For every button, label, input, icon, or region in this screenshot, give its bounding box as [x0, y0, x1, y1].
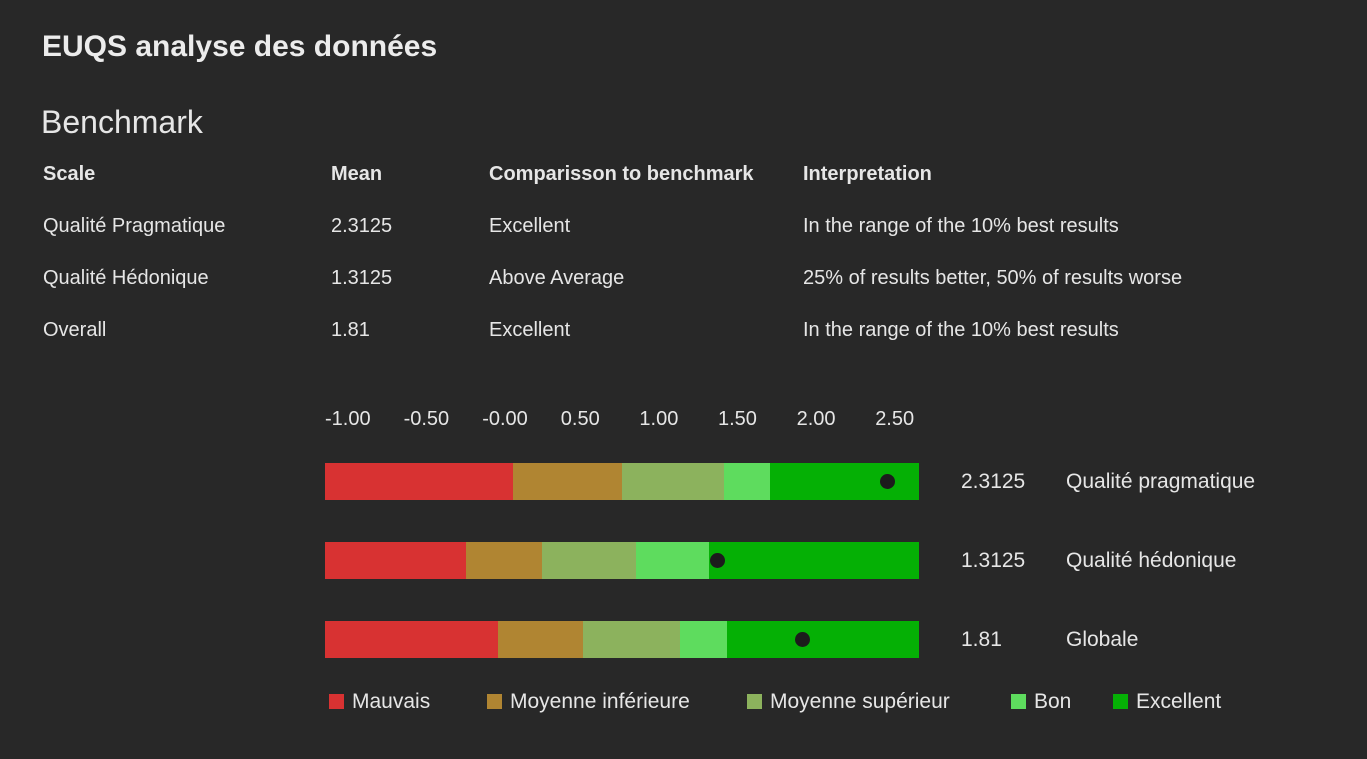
axis-tick-label: 1.50 [718, 408, 757, 430]
bar-scale-label: Qualité pragmatique [1066, 470, 1256, 493]
axis-tick-label: 2.00 [796, 408, 836, 430]
bar-value-label: 2.3125 [961, 470, 1026, 493]
benchmark-table: Scale Mean Comparisson to benchmark Inte… [43, 160, 1293, 368]
legend-swatch [1011, 694, 1026, 709]
table-cell-mean: 2.3125 [331, 215, 393, 237]
column-header-comparison: Comparisson to benchmark [489, 163, 754, 185]
table-cell-comparison: Excellent [489, 319, 571, 341]
axis-tick-label: 2.50 [875, 408, 915, 430]
axis-tick-label: -0.50 [403, 408, 450, 430]
legend-label: Excellent [1136, 690, 1222, 713]
bar-segment-excellent [708, 542, 919, 579]
legend-item: Excellent [1113, 690, 1221, 714]
bar-segment-mauvais [325, 621, 499, 658]
bar-segment-bon [723, 463, 770, 500]
bar-segment-moyenne-supérieur [542, 542, 636, 579]
bar-segment-mauvais [325, 463, 514, 500]
column-header-interpretation: Interpretation [803, 163, 932, 185]
bar-scale-label: Globale [1066, 628, 1139, 651]
axis-tick-label: -0.00 [482, 408, 528, 430]
chart-legend: Mauvais Moyenne inférieure Moyenne supérie… [329, 690, 1279, 718]
bar-segment-moyenne-supérieur [622, 463, 724, 500]
axis-tick-label: 0.50 [560, 408, 600, 430]
table-cell-comparison: Excellent [489, 215, 571, 237]
legend-item: Moyenne inférieure [487, 690, 690, 714]
column-header-scale: Scale [43, 163, 96, 185]
chart-axis: -1.00 -0.50 -0.00 0.50 1.00 1.50 2.00 2.50 [325, 408, 965, 438]
table-header-row: Scale Mean Comparisson to benchmark Inte… [43, 160, 1293, 212]
bar-segment-bon [679, 621, 728, 658]
legend-swatch [1113, 694, 1128, 709]
legend-label: Bon [1034, 690, 1072, 713]
bar-segment-moyenne-inférieure [513, 463, 622, 500]
table-row: Qualité Hédonique 1.3125 Above Average 2… [43, 264, 1293, 316]
benchmark-bar [325, 463, 919, 500]
bar-segment-moyenne-supérieur [582, 621, 680, 658]
legend-item: Mauvais [329, 690, 430, 714]
mean-marker [710, 553, 726, 568]
table-row: Qualité Pragmatique 2.3125 Excellent In … [43, 212, 1293, 264]
legend-swatch [329, 694, 344, 709]
benchmark-bar [325, 542, 919, 579]
bar-scale-label: Qualité hédonique [1066, 549, 1237, 572]
legend-label: Moyenne supérieur [770, 690, 950, 713]
legend-swatch [747, 694, 762, 709]
benchmark-bar [325, 621, 919, 658]
table-cell-comparison: Above Average [489, 267, 625, 289]
bar-segment-bon [635, 542, 709, 579]
bar-segment-mauvais [325, 542, 466, 579]
table-cell-scale: Qualité Pragmatique [43, 215, 226, 237]
bar-segment-moyenne-inférieure [498, 621, 583, 658]
table-cell-scale: Qualité Hédonique [43, 267, 209, 289]
axis-tick-label: 1.00 [639, 408, 679, 430]
bar-segment-moyenne-inférieure [465, 542, 543, 579]
table-cell-mean: 1.3125 [331, 267, 393, 289]
column-header-mean: Mean [331, 163, 383, 185]
benchmark-title: Benchmark [41, 104, 203, 140]
legend-swatch [487, 694, 502, 709]
axis-tick-label: -1.00 [325, 408, 371, 430]
table-cell-mean: 1.81 [331, 319, 370, 341]
bar-segment-excellent [727, 621, 919, 658]
bar-value-label: 1.81 [961, 628, 1002, 651]
table-cell-interpretation: 25% of results better, 50% of results wo… [803, 267, 1183, 289]
table-cell-scale: Overall [43, 319, 107, 341]
app-title: EUQS analyse des données [42, 30, 438, 63]
mean-marker [880, 474, 896, 489]
bar-value-label: 1.3125 [961, 549, 1026, 572]
table-row: Overall 1.81 Excellent In the range of t… [43, 316, 1293, 368]
legend-item: Bon [1011, 690, 1071, 714]
table-cell-interpretation: In the range of the 10% best results [803, 215, 1119, 237]
bar-segment-excellent [769, 463, 919, 500]
mean-marker [794, 632, 810, 647]
legend-label: Mauvais [352, 690, 431, 713]
legend-item: Moyenne supérieur [747, 690, 950, 714]
legend-label: Moyenne inférieure [510, 690, 690, 713]
table-cell-interpretation: In the range of the 10% best results [803, 319, 1119, 341]
